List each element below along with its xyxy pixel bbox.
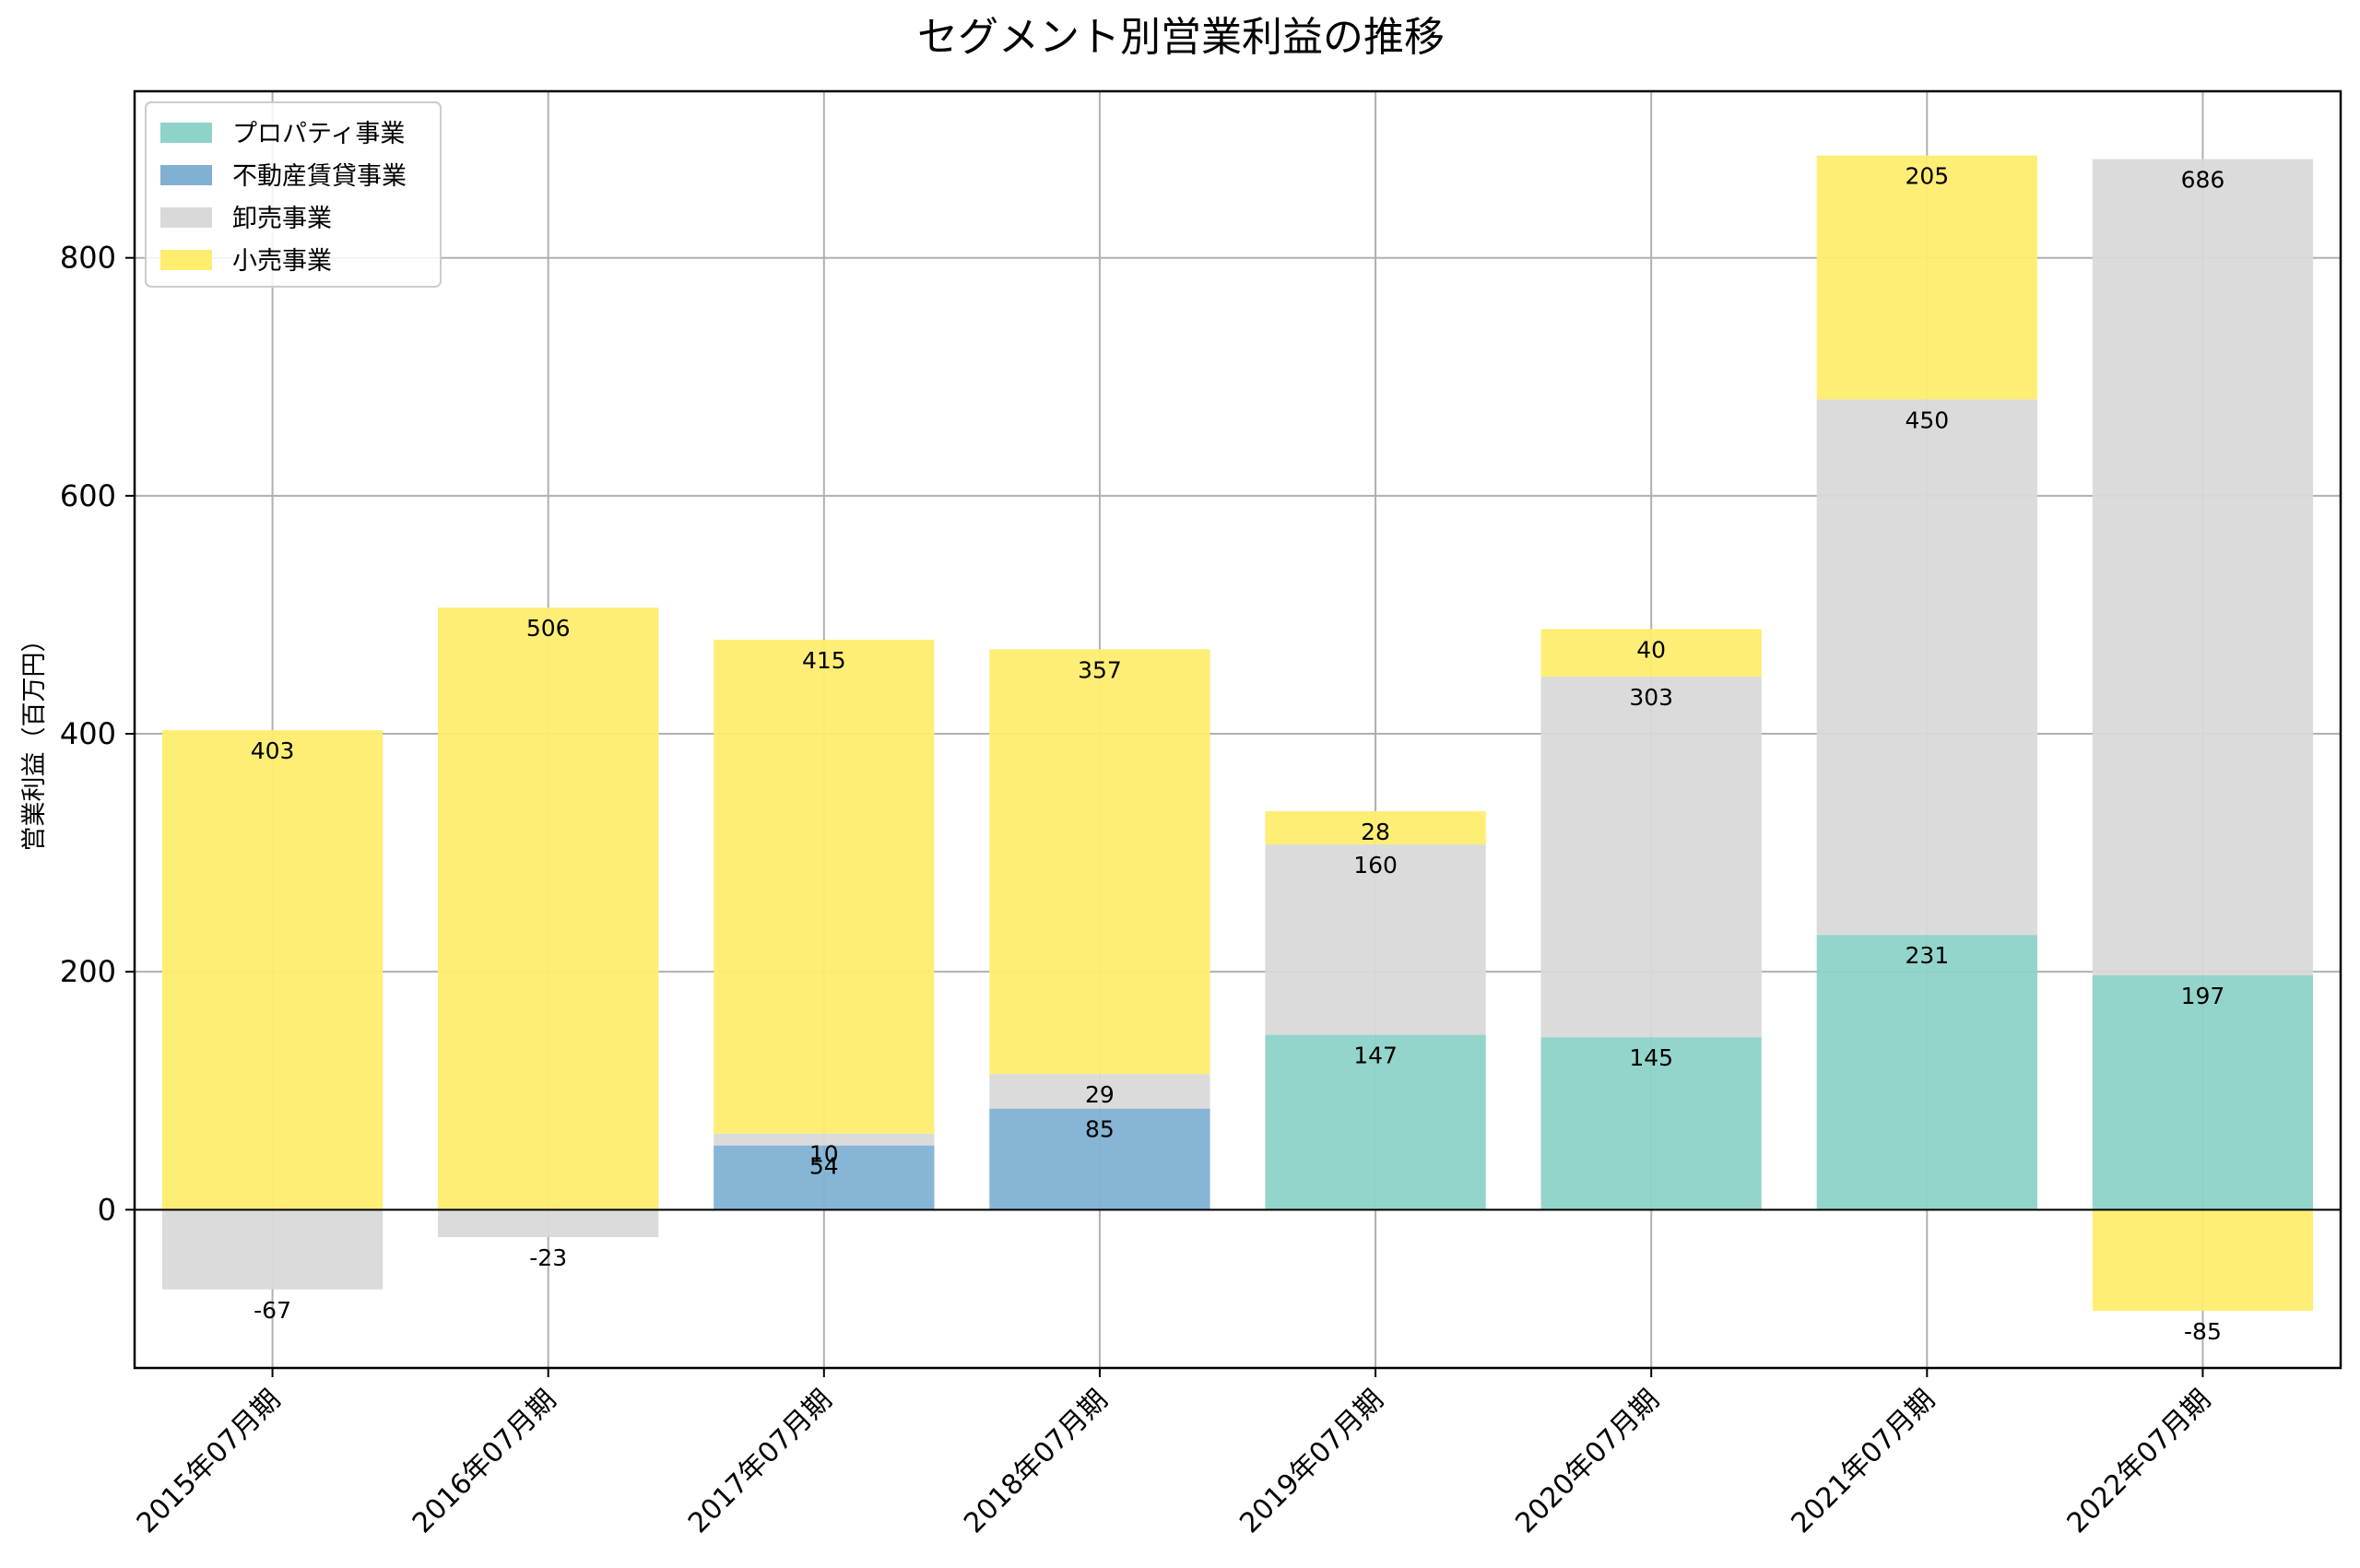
x-tick-label: 2017年07月期 bbox=[682, 1384, 838, 1539]
bar-segment bbox=[989, 1108, 1210, 1210]
bar-value-label: 357 bbox=[1078, 656, 1122, 683]
x-tick-label: 2019年07月期 bbox=[1233, 1384, 1389, 1539]
bar-segment bbox=[989, 649, 1210, 1075]
bar-value-labels: 147 145 231 197 54 85 -67 -23 10 29 160 303 450 686 40… bbox=[251, 163, 2225, 1345]
y-tick-label: 800 bbox=[60, 241, 116, 276]
bar-value-label: 145 bbox=[1629, 1044, 1673, 1071]
bar-value-label: 231 bbox=[1905, 942, 1949, 969]
legend-label: 不動産賃貸事業 bbox=[232, 162, 407, 191]
bar-segment bbox=[1816, 155, 2037, 400]
legend-swatch bbox=[160, 207, 212, 228]
legend-label: プロパティ事業 bbox=[232, 120, 405, 148]
bar-segment bbox=[714, 640, 935, 1134]
bar-value-label: 415 bbox=[802, 647, 846, 674]
x-axis-ticks: 2015年07月期 2016年07月期 2017年07月期 2018年07月期 2019… bbox=[131, 1368, 2217, 1539]
bar-segment bbox=[989, 1074, 1210, 1109]
bar-value-label: -67 bbox=[254, 1297, 291, 1324]
bar-segment bbox=[438, 607, 659, 1210]
bar-value-label: -85 bbox=[2184, 1318, 2222, 1345]
legend-label: 卸売事業 bbox=[232, 205, 332, 233]
bar-value-label: 29 bbox=[1085, 1081, 1115, 1108]
legend-swatch bbox=[160, 165, 212, 185]
bar-value-label: 28 bbox=[1361, 819, 1390, 845]
y-axis-ticks: 0 200 400 600 800 bbox=[60, 241, 135, 1227]
x-tick-label: 2016年07月期 bbox=[407, 1384, 562, 1539]
bar-segment bbox=[1816, 399, 2037, 936]
x-tick-label: 2021年07月期 bbox=[1786, 1384, 1941, 1539]
bar-value-label: 197 bbox=[2181, 983, 2225, 1009]
bar-value-label: 303 bbox=[1629, 684, 1673, 711]
bar-value-label: 450 bbox=[1905, 407, 1949, 433]
x-tick-label: 2015年07月期 bbox=[131, 1384, 287, 1539]
y-tick-label: 200 bbox=[60, 954, 116, 989]
bar-value-label: 85 bbox=[1085, 1116, 1115, 1143]
bars bbox=[161, 155, 2314, 1312]
bar-segment bbox=[2092, 1209, 2314, 1312]
bar-segment bbox=[714, 1145, 935, 1210]
legend-swatch bbox=[160, 250, 212, 270]
bar-value-label: -23 bbox=[529, 1244, 567, 1271]
bar-value-label: 40 bbox=[1636, 636, 1666, 663]
x-tick-label: 2018年07月期 bbox=[958, 1384, 1114, 1539]
bar-segment bbox=[2092, 975, 2314, 1210]
bar-value-label: 403 bbox=[251, 737, 295, 764]
y-tick-label: 600 bbox=[60, 478, 116, 513]
bar-value-label: 147 bbox=[1353, 1043, 1398, 1069]
legend-swatch bbox=[160, 123, 212, 143]
y-axis-label: 営業利益（百万円） bbox=[20, 628, 49, 852]
bar-segment bbox=[2092, 159, 2314, 976]
bar-value-label: 205 bbox=[1905, 163, 1949, 190]
bar-value-label: 686 bbox=[2181, 167, 2225, 194]
bar-segment bbox=[1540, 677, 1762, 1038]
x-tick-label: 2020年07月期 bbox=[1509, 1384, 1665, 1539]
bar-value-label: 506 bbox=[526, 615, 571, 642]
bar-segment bbox=[1265, 1034, 1486, 1210]
bar-segment bbox=[161, 1209, 384, 1290]
bar-segment bbox=[1265, 810, 1486, 845]
y-tick-label: 400 bbox=[60, 716, 116, 751]
bar-value-label: 10 bbox=[809, 1141, 839, 1168]
bar-segment bbox=[1540, 629, 1762, 678]
legend-label: 小売事業 bbox=[232, 247, 332, 276]
bar-segment bbox=[714, 1133, 935, 1146]
bar-segment bbox=[438, 1209, 659, 1238]
bar-segment bbox=[1816, 935, 2037, 1210]
legend-frame bbox=[145, 101, 442, 288]
bar-value-label: 54 bbox=[809, 1153, 839, 1180]
y-tick-label: 0 bbox=[98, 1192, 116, 1227]
bar-segment bbox=[1540, 1037, 1762, 1210]
bar-segment bbox=[1265, 844, 1486, 1035]
bar-value-label: 160 bbox=[1353, 852, 1398, 878]
plot-frame bbox=[133, 89, 2342, 1370]
x-tick-label: 2022年07月期 bbox=[2061, 1384, 2217, 1539]
bar-segment bbox=[161, 730, 384, 1210]
chart-title: セグメント別営業利益の推移 bbox=[917, 14, 1445, 61]
